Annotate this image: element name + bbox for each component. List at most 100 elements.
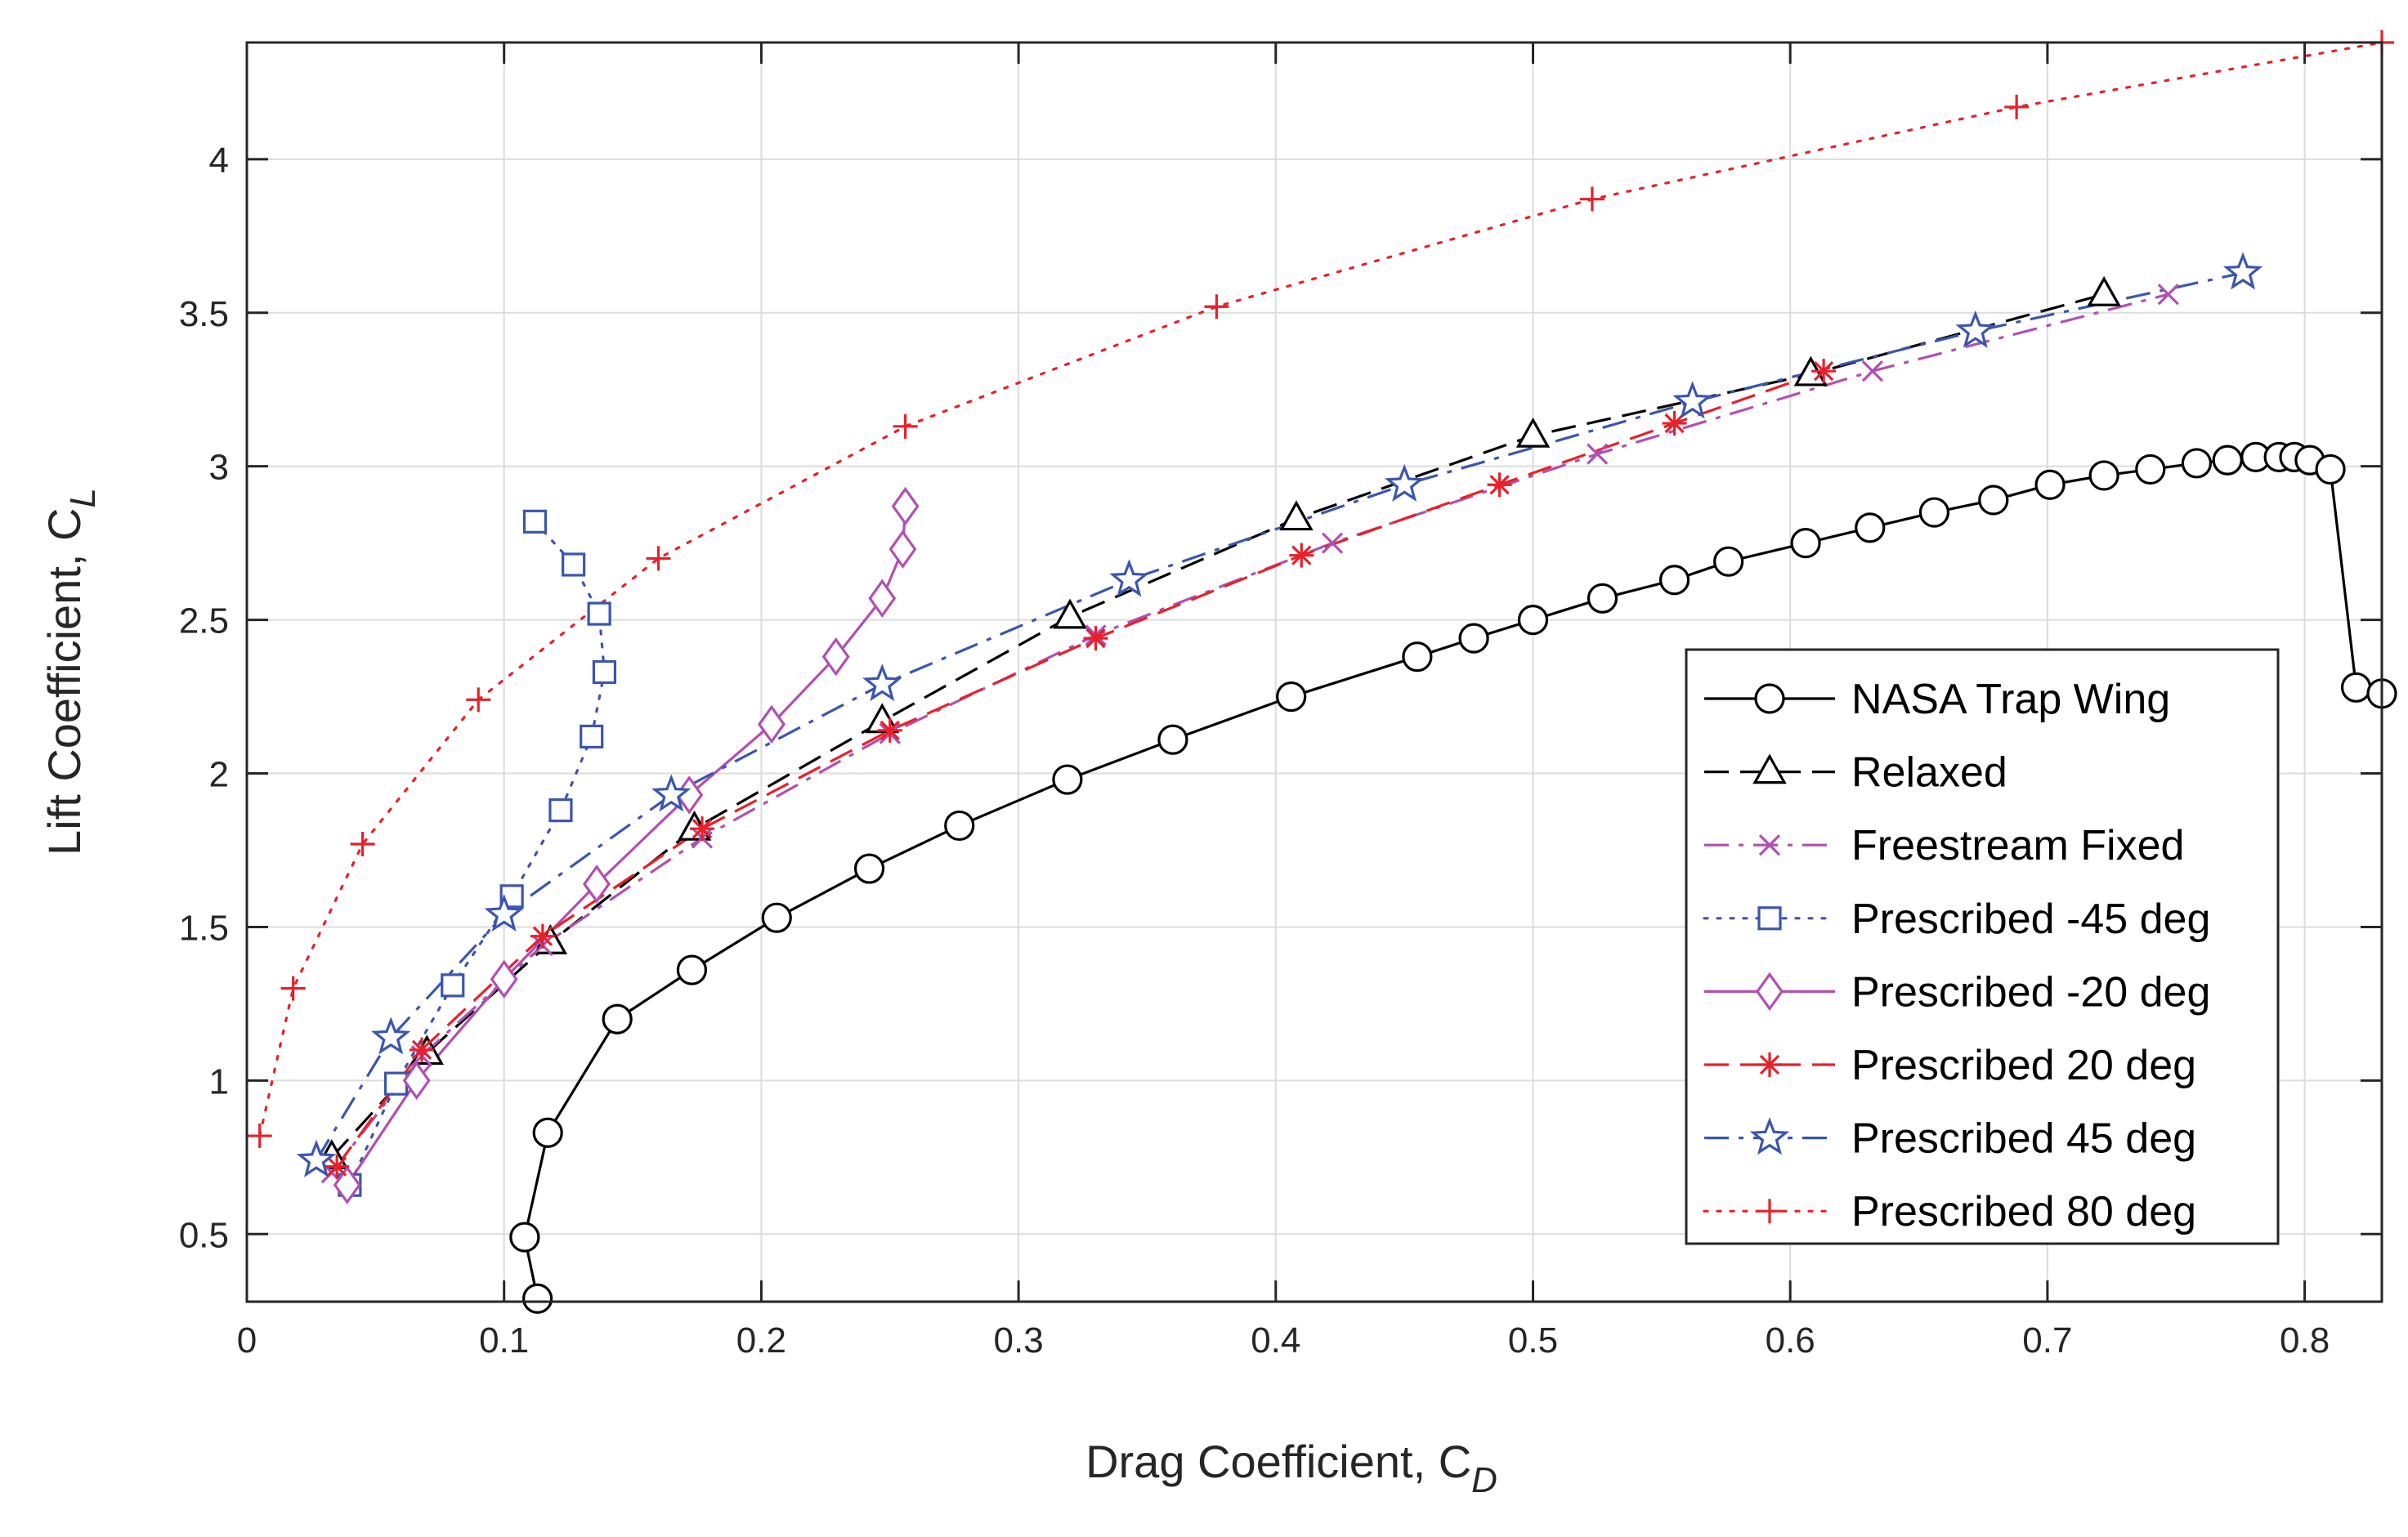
series-line-5: [335, 369, 1824, 1168]
y-tick-label: 3.5: [179, 294, 229, 334]
data-point-4-8: [888, 529, 917, 569]
data-point-0-22: [2088, 460, 2119, 491]
plot-area-frame: [245, 41, 2383, 1303]
y-tick-label: 4: [209, 141, 229, 181]
series-lines: [258, 42, 2382, 1299]
data-point-0-3: [602, 1003, 633, 1034]
x-tick-label: 0: [237, 1320, 257, 1361]
data-point-3-6: [592, 659, 617, 685]
data-point-6-0: [296, 1139, 337, 1177]
data-point-4-6: [821, 637, 850, 677]
data-point-0-11: [1402, 641, 1433, 672]
legend-label: Prescribed -45 deg: [1851, 896, 2210, 943]
data-point-0-15: [1658, 565, 1690, 596]
legend-label: Relaxed: [1851, 749, 2007, 797]
legend-label: Prescribed 80 deg: [1851, 1188, 2196, 1235]
data-point-4-7: [868, 579, 897, 619]
series-line-4: [346, 506, 907, 1186]
data-point-6-1: [371, 1016, 411, 1055]
data-point-0-0: [522, 1283, 553, 1314]
data-point-5-6: [1289, 543, 1314, 568]
data-point-0-30: [2315, 454, 2346, 485]
data-point-5-9: [1811, 359, 1837, 384]
data-point-4-9: [891, 486, 920, 526]
legend-label: Prescribed 45 deg: [1851, 1115, 2196, 1163]
data-point-6-5: [1109, 559, 1149, 597]
data-point-3-4: [548, 798, 573, 823]
data-point-3-8: [562, 552, 586, 577]
legend-marker: [1757, 1052, 1782, 1077]
data-point-6-4: [862, 664, 902, 702]
legend-label: Freestream Fixed: [1851, 822, 2184, 869]
y-tick-label: 2.5: [179, 601, 229, 641]
data-point-5-0: [324, 1154, 350, 1179]
data-point-1-7: [1515, 417, 1551, 448]
legend-label: NASA Trap Wing: [1851, 676, 2170, 723]
y-tick-label: 1: [209, 1061, 229, 1101]
x-tick-label: 0.4: [1251, 1320, 1300, 1361]
data-point-3-9: [522, 509, 548, 534]
legend-entry-0: NASA Trap Wing: [1704, 676, 2170, 723]
data-point-2-9: [2157, 284, 2179, 306]
data-point-4-3: [583, 865, 611, 904]
data-point-4-2: [490, 959, 518, 999]
x-tick-label: 0.5: [1508, 1320, 1558, 1361]
data-point-0-18: [1855, 512, 1886, 543]
data-point-4-1: [402, 1061, 431, 1101]
data-point-0-16: [1713, 546, 1744, 577]
data-point-5-8: [1662, 411, 1687, 436]
y-tick-label: 1.5: [179, 908, 229, 948]
data-point-3-1: [383, 1071, 409, 1096]
legend-marker: [1756, 972, 1784, 1012]
data-point-5-5: [1083, 626, 1108, 651]
series-line-2: [330, 293, 2169, 1174]
x-axis-label: Drag Coefficient, CD: [1085, 1436, 1497, 1500]
legend-entry-1: Relaxed: [1704, 749, 2007, 797]
data-point-4-5: [758, 704, 786, 744]
x-tick-labels: 0 0.1 0.2 0.3 0.4 0.5 0.6 0.7 0.8: [237, 1320, 2330, 1361]
legend-marker: [1749, 1117, 1790, 1155]
data-point-0-5: [761, 902, 792, 933]
x-axis-label-main: Drag Coefficient, C: [1085, 1436, 1471, 1487]
series-markers: [247, 30, 2397, 1314]
data-point-7-7: [1579, 186, 1605, 212]
data-point-5-7: [1487, 472, 1512, 498]
y-tick-label: 0.5: [179, 1215, 229, 1255]
legend-marker: [1757, 1199, 1782, 1224]
data-point-6-3: [651, 774, 692, 812]
data-point-7-8: [2004, 94, 2030, 119]
data-point-1-6: [1279, 500, 1314, 531]
data-point-2-6: [1321, 532, 1344, 554]
legend-entry-2: Freestream Fixed: [1704, 822, 2184, 869]
y-tick-label: 3: [209, 448, 229, 488]
data-point-0-31: [2340, 672, 2372, 703]
data-point-5-1: [409, 1037, 434, 1062]
data-point-6-7: [1672, 381, 1712, 419]
data-point-7-1: [280, 976, 306, 1001]
data-point-0-17: [1790, 528, 1821, 559]
series-line-7: [258, 42, 2382, 1137]
legend-entry-3: Prescribed -45 deg: [1703, 896, 2210, 943]
data-point-0-4: [676, 954, 708, 985]
data-point-5-2: [530, 923, 555, 949]
data-point-0-7: [944, 810, 975, 842]
series-line-3: [348, 520, 606, 1186]
data-point-7-5: [893, 413, 918, 439]
data-point-2-7: [1587, 443, 1609, 465]
axis-ticks: [245, 42, 2382, 1302]
legend-entry-4: Prescribed -20 deg: [1704, 968, 2210, 1016]
data-point-0-12: [1458, 623, 1489, 654]
data-point-1-5: [1053, 598, 1087, 629]
x-tick-label: 0.6: [1766, 1320, 1815, 1361]
data-point-7-2: [350, 831, 375, 856]
x-tick-label: 0.7: [2022, 1320, 2072, 1361]
legend-marker: [1757, 906, 1782, 931]
data-point-3-2: [441, 973, 465, 998]
legend-entry-5: Prescribed 20 deg: [1704, 1042, 2196, 1089]
data-point-5-4: [877, 717, 902, 743]
data-point-1-9: [2087, 275, 2121, 306]
data-point-0-14: [1587, 583, 1618, 614]
legend-entry-7: Prescribed 80 deg: [1703, 1188, 2196, 1235]
data-point-0-6: [853, 853, 885, 884]
data-point-4-0: [333, 1165, 361, 1204]
